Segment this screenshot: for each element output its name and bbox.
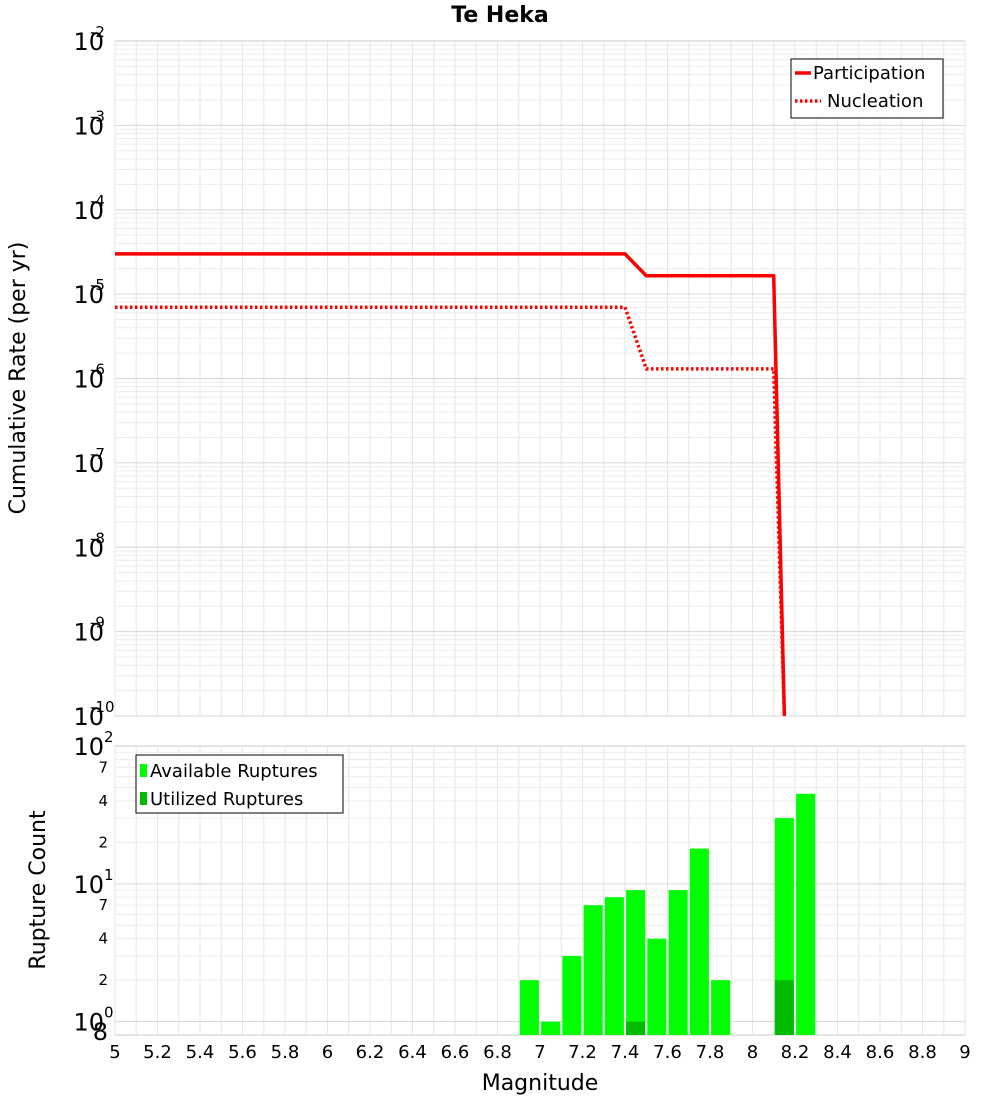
y-tick-label: 10 (73, 1009, 104, 1037)
x-tick-label: 6 (322, 1042, 333, 1063)
x-tick-label: 5.4 (186, 1042, 215, 1063)
top-series (115, 252, 787, 717)
x-tick-label: 7.6 (653, 1042, 682, 1063)
y-tick-label: 10 (73, 28, 104, 56)
y-tick-exponent: -3 (90, 107, 105, 125)
x-axis-label: Magnitude (482, 1071, 599, 1096)
x-tick-label: 5.2 (143, 1042, 172, 1063)
available-rupture-bar (668, 890, 688, 1035)
y-tick-exponent: -9 (90, 614, 105, 632)
x-tick-label: 7 (534, 1042, 545, 1063)
nucleation-line (115, 305, 787, 717)
x-tick-label: 8.8 (908, 1042, 937, 1063)
x-tick-label: 9 (959, 1042, 970, 1063)
y-tick-exponent: -6 (90, 361, 105, 379)
bottom-bars (519, 793, 816, 1035)
utilized-rupture-bar (626, 1021, 646, 1035)
y-tick-label: 10 (73, 281, 104, 309)
y-tick-label: 10 (73, 450, 104, 478)
y-tick-exponent: -7 (90, 445, 105, 463)
x-tick-label: 8 (747, 1042, 758, 1063)
participation-line (115, 252, 787, 717)
available-rupture-bar (711, 980, 731, 1035)
available-rupture-bar (626, 890, 646, 1035)
chart-title: Te Heka (451, 3, 548, 28)
utilized-rupture-bar (774, 980, 794, 1035)
available-rupture-bar (562, 955, 582, 1035)
utilized-legend-label: Utilized Ruptures (150, 789, 303, 810)
y-tick-exponent: 2 (104, 728, 114, 746)
x-ticks: 5 5.2 5.4 5.6 5.8 6 6.2 6.4 6.6 6.8 7 7.2 7.4 7.6 7.8 8… (109, 1042, 970, 1063)
y-tick-label: 10 (73, 366, 104, 394)
y-minor-tick-label: 8 (93, 1018, 108, 1046)
y-tick-label: 10 (73, 534, 104, 562)
available-rupture-bar (519, 980, 539, 1035)
available-rupture-bar (541, 1021, 561, 1035)
y-minor-tick-label: 7 (98, 896, 108, 914)
available-rupture-bar (796, 793, 816, 1035)
x-tick-label: 5.6 (228, 1042, 257, 1063)
y-tick-label: 10 (73, 871, 104, 899)
bottom-legend-box (135, 754, 344, 814)
available-legend-swatch (140, 764, 147, 777)
x-tick-label: 5.8 (271, 1042, 300, 1063)
x-tick-label: 6.6 (441, 1042, 470, 1063)
y-tick-label: 10 (73, 619, 104, 647)
y-tick-label: 10 (73, 703, 104, 731)
y-minor-tick-label: 4 (98, 930, 108, 948)
x-tick-label: 5 (109, 1042, 120, 1063)
nucleation-legend-label: Nucleation (827, 91, 923, 112)
x-tick-label: 7.2 (568, 1042, 597, 1063)
top-y-axis-label: Cumulative Rate (per yr) (6, 242, 31, 515)
available-legend-label: Available Ruptures (150, 761, 318, 782)
available-rupture-bar (583, 905, 603, 1035)
top-legend-box (790, 58, 944, 119)
x-tick-label: 6.4 (398, 1042, 427, 1063)
y-tick-label: 10 (73, 197, 104, 225)
y-minor-tick-label: 2 (98, 971, 108, 989)
y-tick-exponent: -10 (90, 698, 115, 716)
y-tick-exponent: 0 (104, 1004, 114, 1022)
y-tick-label: 10 (73, 733, 104, 761)
utilized-legend-swatch (140, 792, 147, 805)
y-minor-tick-label: 7 (98, 758, 108, 776)
y-tick-exponent: 1 (104, 866, 114, 884)
y-minor-tick-label: 2 (98, 833, 108, 851)
available-rupture-bar (689, 848, 709, 1035)
y-tick-exponent: -8 (90, 529, 105, 547)
y-tick-exponent: -4 (90, 192, 105, 210)
x-tick-label: 6.8 (483, 1042, 512, 1063)
available-rupture-bar (604, 897, 624, 1035)
x-tick-label: 8.6 (866, 1042, 895, 1063)
x-tick-label: 7.4 (611, 1042, 640, 1063)
x-tick-label: 7.8 (696, 1042, 725, 1063)
x-tick-label: 8.2 (781, 1042, 810, 1063)
y-tick-exponent: -5 (90, 276, 105, 294)
available-rupture-bar (647, 938, 667, 1035)
top-legend: Participation Nucleation (790, 58, 944, 119)
bottom-y-axis-label: Rupture Count (26, 810, 51, 970)
y-tick-exponent: -2 (90, 23, 105, 41)
bottom-legend: Available Ruptures Utilized Ruptures (135, 754, 344, 814)
x-tick-label: 8.4 (823, 1042, 852, 1063)
y-minor-tick-label: 4 (98, 792, 108, 810)
x-tick-label: 6.2 (356, 1042, 385, 1063)
y-tick-label: 10 (73, 112, 104, 140)
top-grid (114, 41, 966, 717)
participation-legend-label: Participation (813, 63, 925, 84)
